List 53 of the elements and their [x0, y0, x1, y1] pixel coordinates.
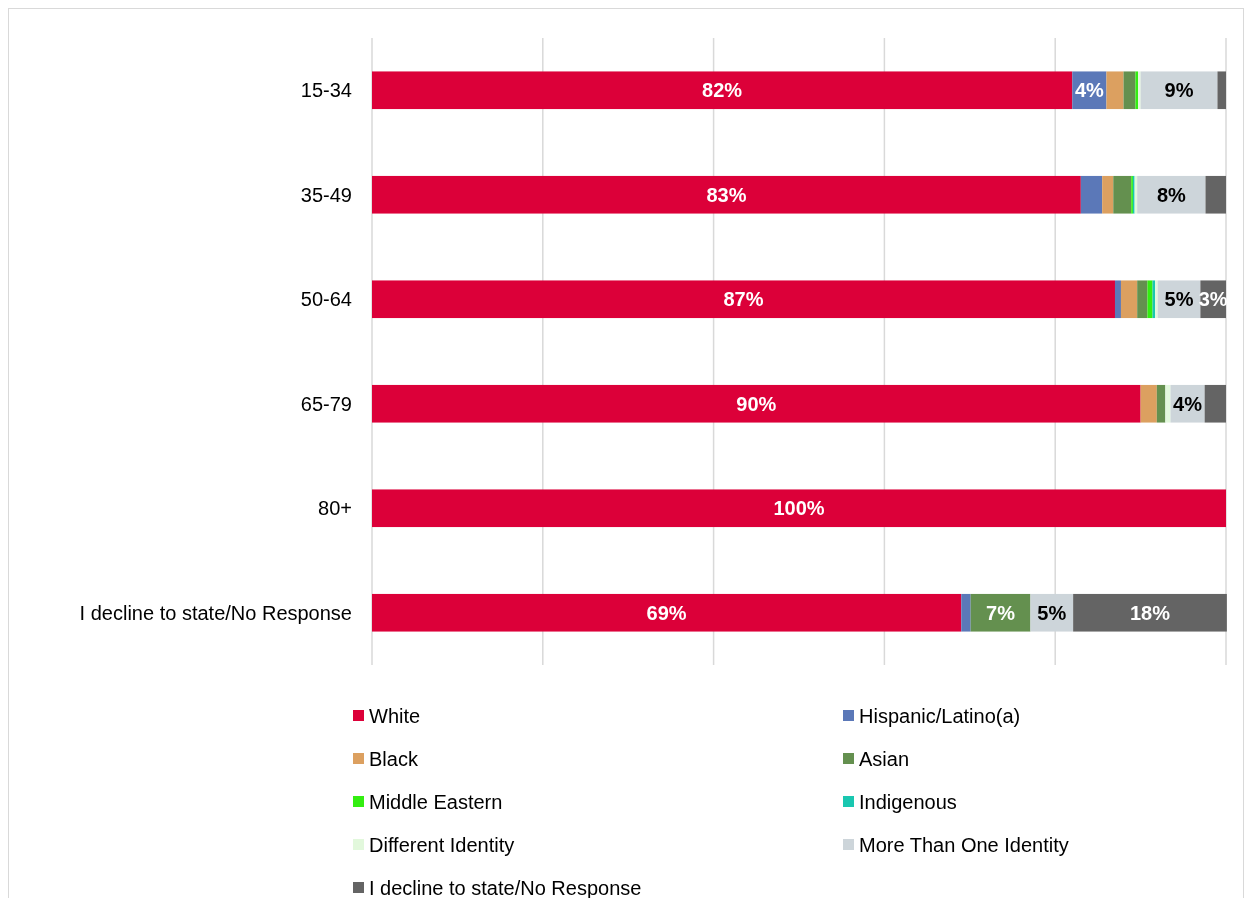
legend-label: Hispanic/Latino(a)	[859, 705, 1021, 727]
bar	[1140, 71, 1218, 110]
bar	[1114, 280, 1121, 319]
data-label: 5%	[1164, 288, 1194, 311]
bar	[1113, 175, 1132, 214]
bar	[1120, 280, 1138, 319]
bar	[1137, 280, 1148, 319]
data-label: 18%	[1129, 601, 1171, 624]
bar	[372, 593, 962, 632]
legend-label: Middle Eastern	[369, 791, 503, 813]
data-label: 83%	[706, 183, 747, 206]
data-label: 5%	[1037, 601, 1067, 624]
bar	[372, 175, 1081, 214]
bar	[1080, 175, 1103, 214]
legend-label: Asian	[859, 748, 910, 770]
bar	[1204, 384, 1226, 423]
bar	[1205, 175, 1226, 214]
legend-label: Different Identity	[369, 834, 515, 856]
y-tick-label: 65-79	[300, 392, 352, 415]
bar	[1137, 175, 1206, 214]
legend-label: More Than One Identity	[859, 834, 1069, 856]
bar	[1106, 71, 1124, 110]
data-label: 8%	[1156, 183, 1187, 206]
legend-label: Indigenous	[859, 791, 957, 813]
legend-label: White	[369, 705, 421, 727]
y-tick-label: 15-34	[300, 79, 352, 102]
data-label: 4%	[1173, 392, 1203, 415]
y-tick-label: I decline to state/No Response	[79, 601, 352, 624]
bar	[1217, 71, 1226, 110]
bar	[1165, 384, 1171, 423]
data-label: 90%	[736, 392, 777, 415]
data-label: 69%	[646, 601, 687, 624]
data-label: 7%	[986, 601, 1016, 624]
bar	[372, 384, 1141, 423]
bar	[1073, 593, 1227, 632]
bar	[372, 489, 1226, 528]
bar	[961, 593, 971, 632]
bar	[1123, 71, 1136, 110]
bar	[1147, 280, 1153, 319]
y-tick-label: 50-64	[300, 288, 352, 311]
data-label: 82%	[702, 79, 743, 102]
legend-label: Black	[369, 748, 419, 770]
data-label: 9%	[1164, 79, 1194, 102]
bar	[1156, 384, 1166, 423]
y-tick-label: 35-49	[300, 183, 352, 206]
data-label: 100%	[773, 497, 825, 520]
data-label: 87%	[723, 288, 764, 311]
bar	[372, 71, 1073, 110]
y-tick-label: 80+	[318, 497, 352, 520]
bar	[1102, 175, 1114, 214]
bar	[1140, 384, 1157, 423]
bar	[372, 280, 1115, 319]
data-label: 4%	[1074, 79, 1105, 102]
